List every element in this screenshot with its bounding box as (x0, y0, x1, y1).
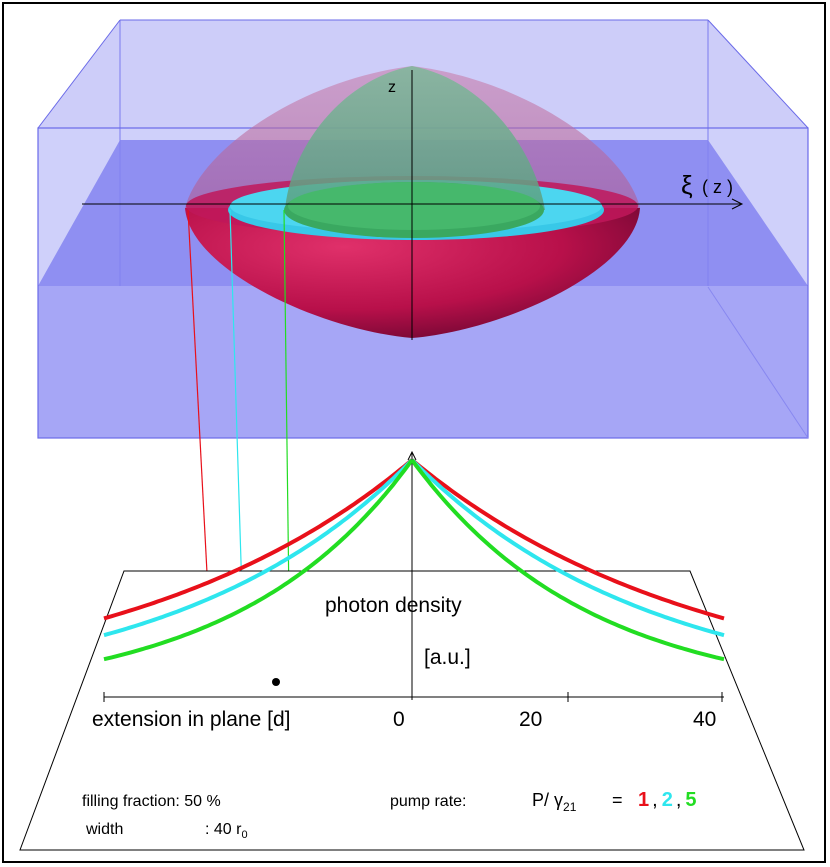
x-axis-label: extension in plane [d] (92, 708, 290, 731)
projection-arrows (187, 209, 298, 607)
plot-label-units: [a.u.] (424, 646, 471, 669)
pump-value-red: 1,2,5 (638, 789, 697, 811)
plot-label-photon-density: photon density (325, 594, 462, 617)
pump-equals: = (612, 790, 623, 810)
curve-series-5-left (103, 458, 414, 662)
xi-symbol: ξ (681, 170, 693, 200)
plot-plane (19, 450, 805, 851)
arrow-red (187, 209, 217, 597)
tick-20: 20 (519, 708, 542, 731)
pump-rate-label: pump rate: (390, 793, 466, 810)
tick-0: 0 (393, 708, 405, 731)
xi-axis (82, 198, 744, 210)
xi-argument: ( z ) (702, 177, 733, 197)
filling-fraction-label: filling fraction: 50 % (82, 793, 221, 810)
curve-series-5-right (410, 458, 725, 662)
pump-formula: P/ γ21 (532, 790, 577, 814)
curve-series-2-right (410, 458, 725, 638)
width-label: width (85, 821, 123, 838)
curve-series-2-left (103, 458, 414, 638)
width-value: : 40 r0 (205, 821, 248, 841)
arrow-cyan (229, 209, 251, 599)
z-axis-label: z (388, 79, 396, 96)
curve-series-1-right (410, 458, 725, 621)
curve-series-1-left (103, 458, 414, 621)
marker-dot (272, 678, 280, 686)
tick-40: 40 (693, 708, 716, 731)
arrow-green (283, 209, 298, 607)
photon-density-curves (103, 458, 725, 662)
lens-shape (185, 66, 640, 338)
